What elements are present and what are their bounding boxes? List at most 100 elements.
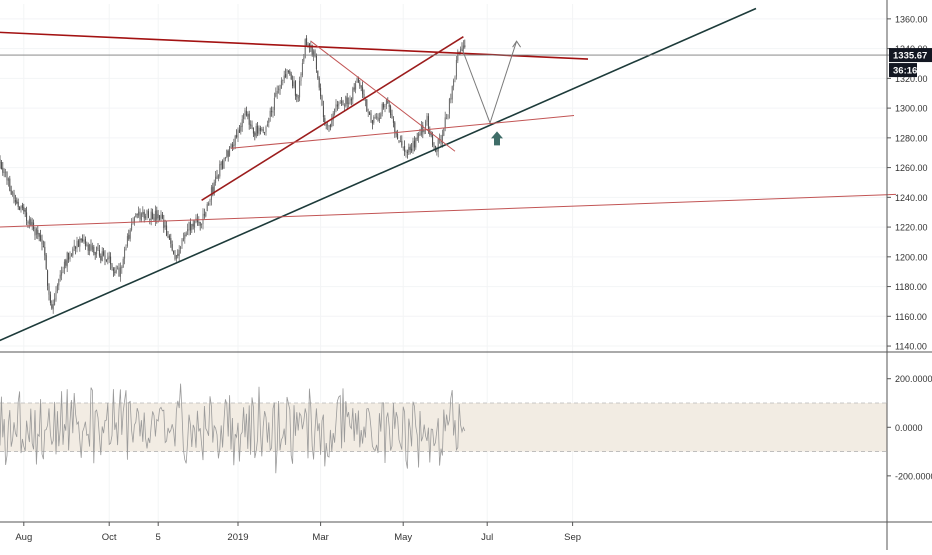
candle-body — [332, 113, 334, 121]
candle-body — [287, 70, 289, 72]
candle-body — [167, 236, 169, 238]
candle-body — [353, 87, 355, 90]
candle-body — [226, 149, 228, 157]
price-tick-label: 1240.00 — [895, 193, 928, 203]
candle-body — [411, 148, 413, 151]
candle-body — [41, 239, 43, 245]
candle-body — [96, 246, 98, 255]
falling-channel-line — [310, 40, 456, 152]
candle-body — [65, 260, 67, 266]
candle-body — [98, 249, 100, 256]
up-arrow-icon — [491, 131, 503, 146]
candle-body — [366, 99, 368, 112]
candle-body — [381, 104, 383, 114]
candle-body — [40, 235, 42, 241]
candle-body — [2, 167, 4, 173]
candle-body — [44, 246, 46, 256]
trend-drawings[interactable] — [0, 7, 897, 342]
candle-body — [209, 199, 211, 202]
candle-body — [251, 125, 253, 129]
candle-body — [213, 182, 215, 195]
candle-body — [97, 247, 99, 249]
candle-body — [128, 234, 130, 240]
candle-body — [388, 104, 390, 107]
candle-body — [157, 214, 159, 219]
candle-body — [398, 140, 400, 142]
candle-body — [51, 304, 53, 309]
candle-body — [320, 87, 322, 97]
candle-body — [269, 110, 271, 117]
candle-body — [328, 125, 330, 127]
candle-body — [86, 244, 88, 246]
candle-body — [6, 171, 8, 181]
candle-body — [66, 252, 68, 267]
candle-body — [132, 222, 134, 224]
candle-body — [342, 101, 344, 106]
candle-body — [14, 200, 16, 202]
resistance-line — [0, 31, 589, 60]
candle-body — [367, 111, 369, 113]
candle-body — [289, 70, 291, 75]
candle-body — [105, 260, 107, 261]
candle-body — [441, 134, 443, 145]
candle-body — [142, 211, 144, 215]
candle-body — [215, 176, 217, 183]
upper-middle-line — [230, 115, 575, 149]
candle-body — [114, 271, 116, 273]
candle-body — [252, 127, 254, 134]
candle-body — [61, 272, 63, 276]
candle-body — [406, 152, 408, 153]
candle-body — [72, 248, 74, 256]
candle-body — [154, 210, 156, 222]
candle-body — [241, 119, 243, 128]
candle-body — [412, 141, 414, 152]
candle-body — [383, 103, 385, 108]
candle-body — [82, 239, 84, 241]
candle-body — [83, 240, 85, 243]
candle-body — [448, 98, 450, 114]
candle-body — [138, 211, 140, 216]
candle-body — [80, 238, 82, 241]
candle-body — [58, 278, 60, 286]
candle-body — [206, 204, 208, 212]
candle-body — [48, 286, 50, 295]
candle-body — [27, 222, 29, 224]
candle-body — [397, 133, 399, 139]
candle-body — [122, 258, 124, 268]
price-tick-label: 1300.00 — [895, 104, 928, 114]
candle-body — [460, 49, 462, 53]
candle-body — [153, 217, 155, 221]
candle-body — [124, 249, 126, 259]
candle-body — [292, 80, 294, 87]
candle-body — [150, 211, 152, 220]
candle-body — [339, 102, 341, 104]
candle-body — [282, 79, 284, 81]
candle-body — [374, 117, 376, 119]
candle-body — [188, 221, 190, 231]
candle-body — [245, 111, 247, 116]
candle-body — [107, 257, 109, 260]
candle-body — [75, 247, 77, 249]
candle-body — [380, 113, 382, 119]
candle-body — [318, 78, 320, 88]
candle-body — [329, 124, 331, 127]
candle-body — [73, 245, 75, 248]
candle-body — [427, 116, 429, 131]
candle-body — [244, 110, 246, 116]
candle-body — [432, 134, 434, 146]
candle-body — [350, 98, 352, 101]
time-tick-label: Sep — [564, 532, 581, 543]
candle-body — [405, 151, 407, 153]
candle-body — [464, 45, 466, 48]
candle-body — [160, 214, 162, 219]
candle-body — [425, 121, 427, 131]
candle-body — [152, 212, 154, 219]
candle-body — [308, 43, 310, 47]
candle-body — [296, 94, 298, 97]
candle-body — [104, 255, 106, 260]
candle-body — [70, 255, 72, 257]
candle-body — [231, 144, 233, 148]
candle-body — [191, 224, 193, 230]
